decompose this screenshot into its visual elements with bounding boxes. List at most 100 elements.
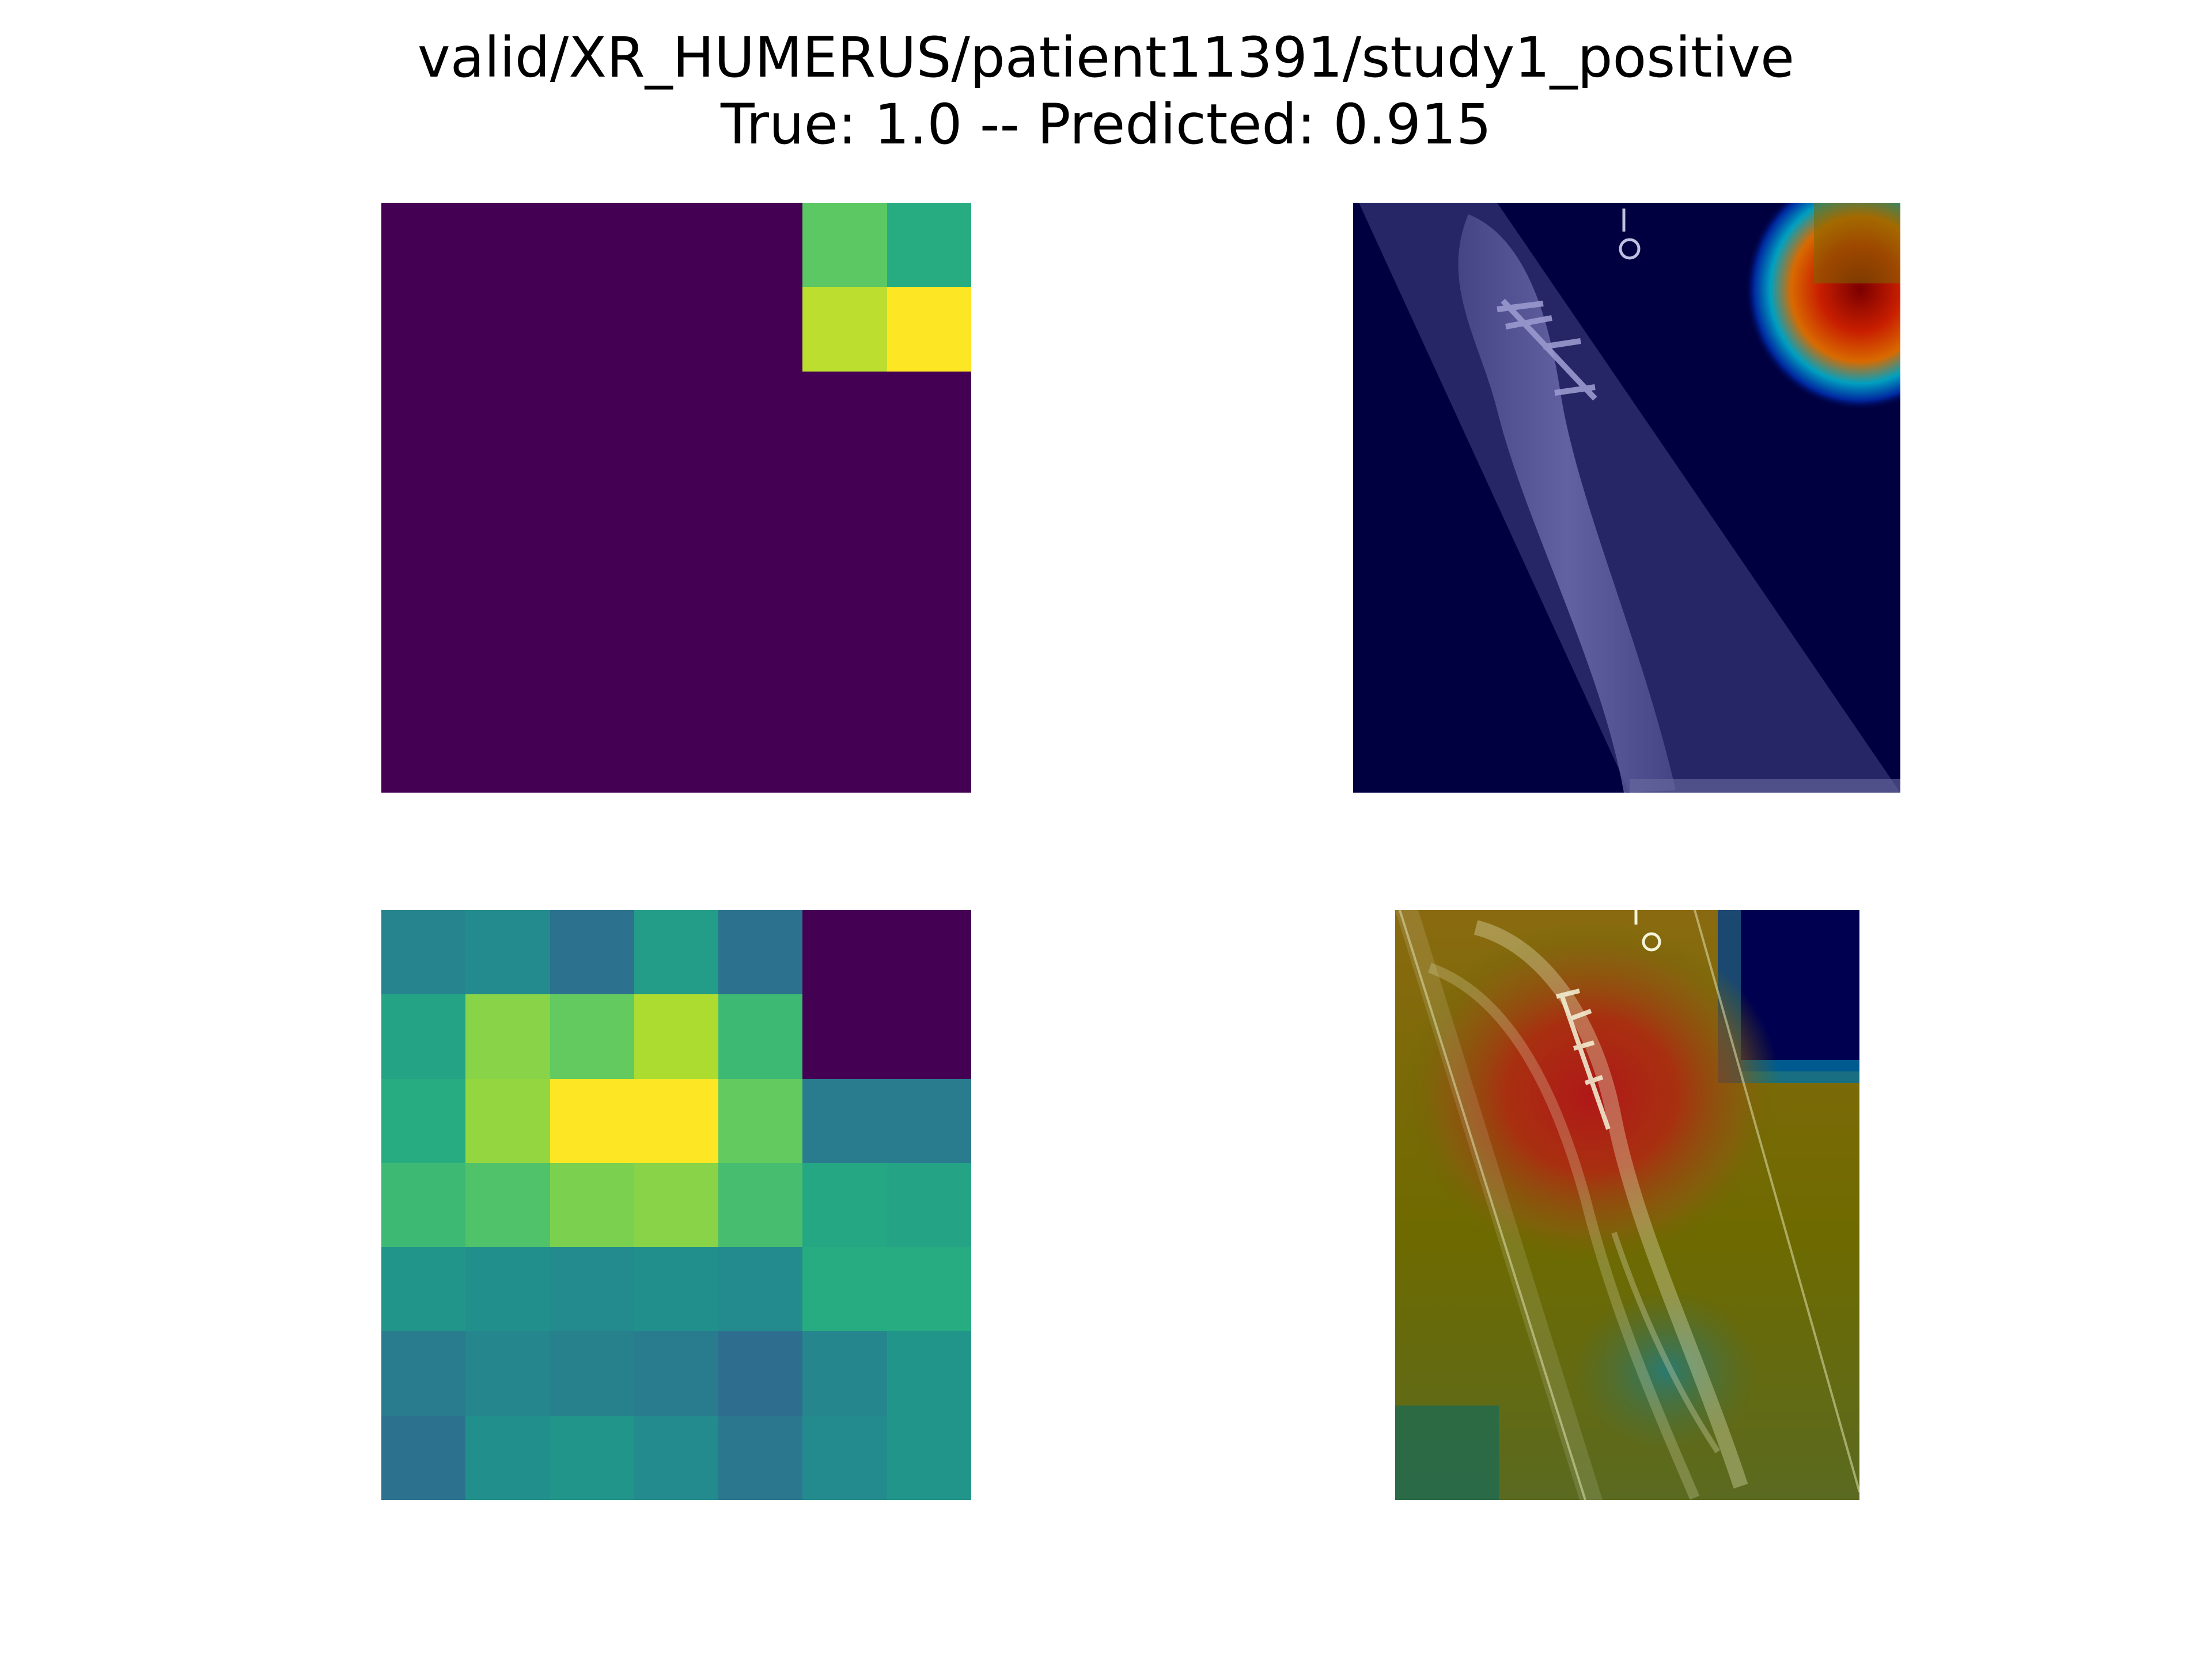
heatmap-top-left-cell-r5-c5 [802, 624, 887, 709]
heatmap-top-left-cell-r1-c6 [887, 287, 971, 372]
heatmap-bottom-left-cell-r4-c5 [802, 1247, 887, 1332]
heatmap-bottom-left-cell-r4-c2 [550, 1247, 634, 1332]
heatmap-top-left-cell-r1-c1 [465, 287, 550, 372]
heatmap-bottom-left-cell-r5-c2 [550, 1331, 634, 1416]
heatmap-bottom-left-cell-r6-c0 [381, 1415, 466, 1500]
heatmap-bottom-left-cell-r4-c1 [465, 1247, 550, 1332]
heatmap-bottom-left-cell-r3-c4 [718, 1162, 803, 1248]
heatmap-top-left-cell-r3-c6 [887, 455, 971, 540]
heatmap-bottom-left-cell-r5-c3 [634, 1331, 719, 1416]
xray-overlay-bottom-right [1395, 910, 1859, 1500]
heatmap-top-left-cell-r6-c2 [550, 708, 634, 793]
heatmap-bottom-left-cell-r5-c5 [802, 1331, 887, 1416]
heatmap-bottom-left-cell-r1-c0 [381, 994, 466, 1079]
heatmap-top-left-cell-r6-c0 [381, 708, 466, 793]
heatmap-bottom-left-cell-r5-c0 [381, 1331, 466, 1416]
heatmap-top-left-cell-r4-c0 [381, 540, 466, 624]
xray-overlay-top-right-image [1353, 203, 1900, 793]
heatmap-bottom-left-cell-r2-c0 [381, 1078, 466, 1163]
heatmap-top-left-cell-r0-c2 [550, 203, 634, 287]
heatmap-bottom-left-cell-r1-c6 [887, 994, 971, 1079]
heatmap-bottom-left [381, 910, 971, 1500]
heatmap-bottom-left-cell-r3-c0 [381, 1162, 466, 1248]
heatmap-bottom-left-cell-r3-c5 [802, 1162, 887, 1248]
heatmap-top-left-cell-r5-c4 [718, 624, 803, 709]
heatmap-top-left-cell-r5-c3 [634, 624, 719, 709]
heatmap-top-left-cell-r3-c2 [550, 455, 634, 540]
heatmap-top-left-cell-r0-c4 [718, 203, 803, 287]
heatmap-bottom-left-cell-r4-c6 [887, 1247, 971, 1332]
heatmap-top-left-cell-r0-c6 [887, 203, 971, 287]
heatmap-bottom-left-cell-r4-c3 [634, 1247, 719, 1332]
heatmap-bottom-left-cell-r2-c2 [550, 1078, 634, 1163]
heatmap-bottom-left-cell-r5-c1 [465, 1331, 550, 1416]
heatmap-top-left-cell-r2-c2 [550, 371, 634, 456]
heatmap-bottom-left-cell-r1-c3 [634, 994, 719, 1079]
heatmap-top-left-cell-r1-c4 [718, 287, 803, 372]
heatmap-top-left-cell-r4-c1 [465, 540, 550, 624]
heatmap-bottom-left-cell-r0-c4 [718, 910, 803, 995]
heatmap-bottom-left-cell-r1-c5 [802, 994, 887, 1079]
heatmap-bottom-left-cell-r0-c0 [381, 910, 466, 995]
heatmap-top-left-cell-r4-c5 [802, 540, 887, 624]
figure-subtitle: True: 1.0 -- Predicted: 0.915 [720, 92, 1492, 157]
heatmap-top-left-cell-r3-c4 [718, 455, 803, 540]
heatmap-top-left-cell-r3-c3 [634, 455, 719, 540]
heatmap-top-left-cell-r5-c0 [381, 624, 466, 709]
heatmap-bottom-left-cell-r2-c3 [634, 1078, 719, 1163]
heatmap-bottom-left-cell-r1-c2 [550, 994, 634, 1079]
heatmap-top-left-cell-r5-c6 [887, 624, 971, 709]
heatmap-bottom-left-cell-r6-c6 [887, 1415, 971, 1500]
heatmap-top-left-cell-r4-c6 [887, 540, 971, 624]
heatmap-bottom-left-cell-r0-c6 [887, 910, 971, 995]
heatmap-top-left-cell-r2-c0 [381, 371, 466, 456]
heatmap-bottom-left-cell-r1-c1 [465, 994, 550, 1079]
heatmap-bottom-left-cell-r6-c2 [550, 1415, 634, 1500]
heatmap-top-left-cell-r0-c3 [634, 203, 719, 287]
heatmap-top-left-cell-r6-c6 [887, 708, 971, 793]
heatmap-bottom-left-cell-r2-c1 [465, 1078, 550, 1163]
heatmap-bottom-left-cell-r3-c2 [550, 1162, 634, 1248]
heatmap-bottom-left-cell-r6-c5 [802, 1415, 887, 1500]
heatmap-bottom-left-cell-r1-c4 [718, 994, 803, 1079]
heatmap-top-left-cell-r2-c3 [634, 371, 719, 456]
heatmap-bottom-left-cell-r2-c6 [887, 1078, 971, 1163]
xray-overlay-top-right [1353, 203, 1900, 793]
heatmap-bottom-left-cell-r0-c1 [465, 910, 550, 995]
heatmap-bottom-left-cell-r5-c6 [887, 1331, 971, 1416]
heatmap-top-left-cell-r2-c1 [465, 371, 550, 456]
heatmap-bottom-left-cell-r2-c5 [802, 1078, 887, 1163]
heatmap-top-left-cell-r3-c0 [381, 455, 466, 540]
heatmap-top-left-cell-r4-c3 [634, 540, 719, 624]
heatmap-top-left-cell-r6-c5 [802, 708, 887, 793]
heatmap-top-left-cell-r3-c1 [465, 455, 550, 540]
heatmap-top-left-cell-r6-c4 [718, 708, 803, 793]
heatmap-bottom-left-cell-r2-c4 [718, 1078, 803, 1163]
heatmap-top-left-cell-r1-c3 [634, 287, 719, 372]
heatmap-top-left-cell-r5-c2 [550, 624, 634, 709]
heatmap-top-left-cell-r4-c4 [718, 540, 803, 624]
heatmap-top-left-cell-r5-c1 [465, 624, 550, 709]
heatmap-top-left-cell-r1-c0 [381, 287, 466, 372]
heatmap-bottom-left-cell-r6-c3 [634, 1415, 719, 1500]
heatmap-bottom-left-cell-r6-c4 [718, 1415, 803, 1500]
heatmap-bottom-left-cell-r3-c1 [465, 1162, 550, 1248]
heatmap-top-left-cell-r6-c3 [634, 708, 719, 793]
heatmap-bottom-left-cell-r0-c5 [802, 910, 887, 995]
heatmap-bottom-left-cell-r3-c6 [887, 1162, 971, 1248]
heatmap-bottom-left-cell-r5-c4 [718, 1331, 803, 1416]
heatmap-top-left-cell-r6-c1 [465, 708, 550, 793]
heatmap-top-left-cell-r2-c6 [887, 371, 971, 456]
heatmap-top-left-cell-r3-c5 [802, 455, 887, 540]
heatmap-top-left-cell-r1-c5 [802, 287, 887, 372]
heatmap-top-left-cell-r2-c5 [802, 371, 887, 456]
heatmap-bottom-left-cell-r4-c0 [381, 1247, 466, 1332]
xray-overlay-bottom-right-image [1395, 910, 1859, 1500]
heatmap-top-left-cell-r2-c4 [718, 371, 803, 456]
heatmap-bottom-left-cell-r3-c3 [634, 1162, 719, 1248]
heatmap-bottom-left-cell-r6-c1 [465, 1415, 550, 1500]
heatmap-bottom-left-cell-r0-c2 [550, 910, 634, 995]
heatmap-top-left [381, 203, 971, 793]
heatmap-bottom-left-cell-r0-c3 [634, 910, 719, 995]
heatmap-top-left-cell-r1-c2 [550, 287, 634, 372]
